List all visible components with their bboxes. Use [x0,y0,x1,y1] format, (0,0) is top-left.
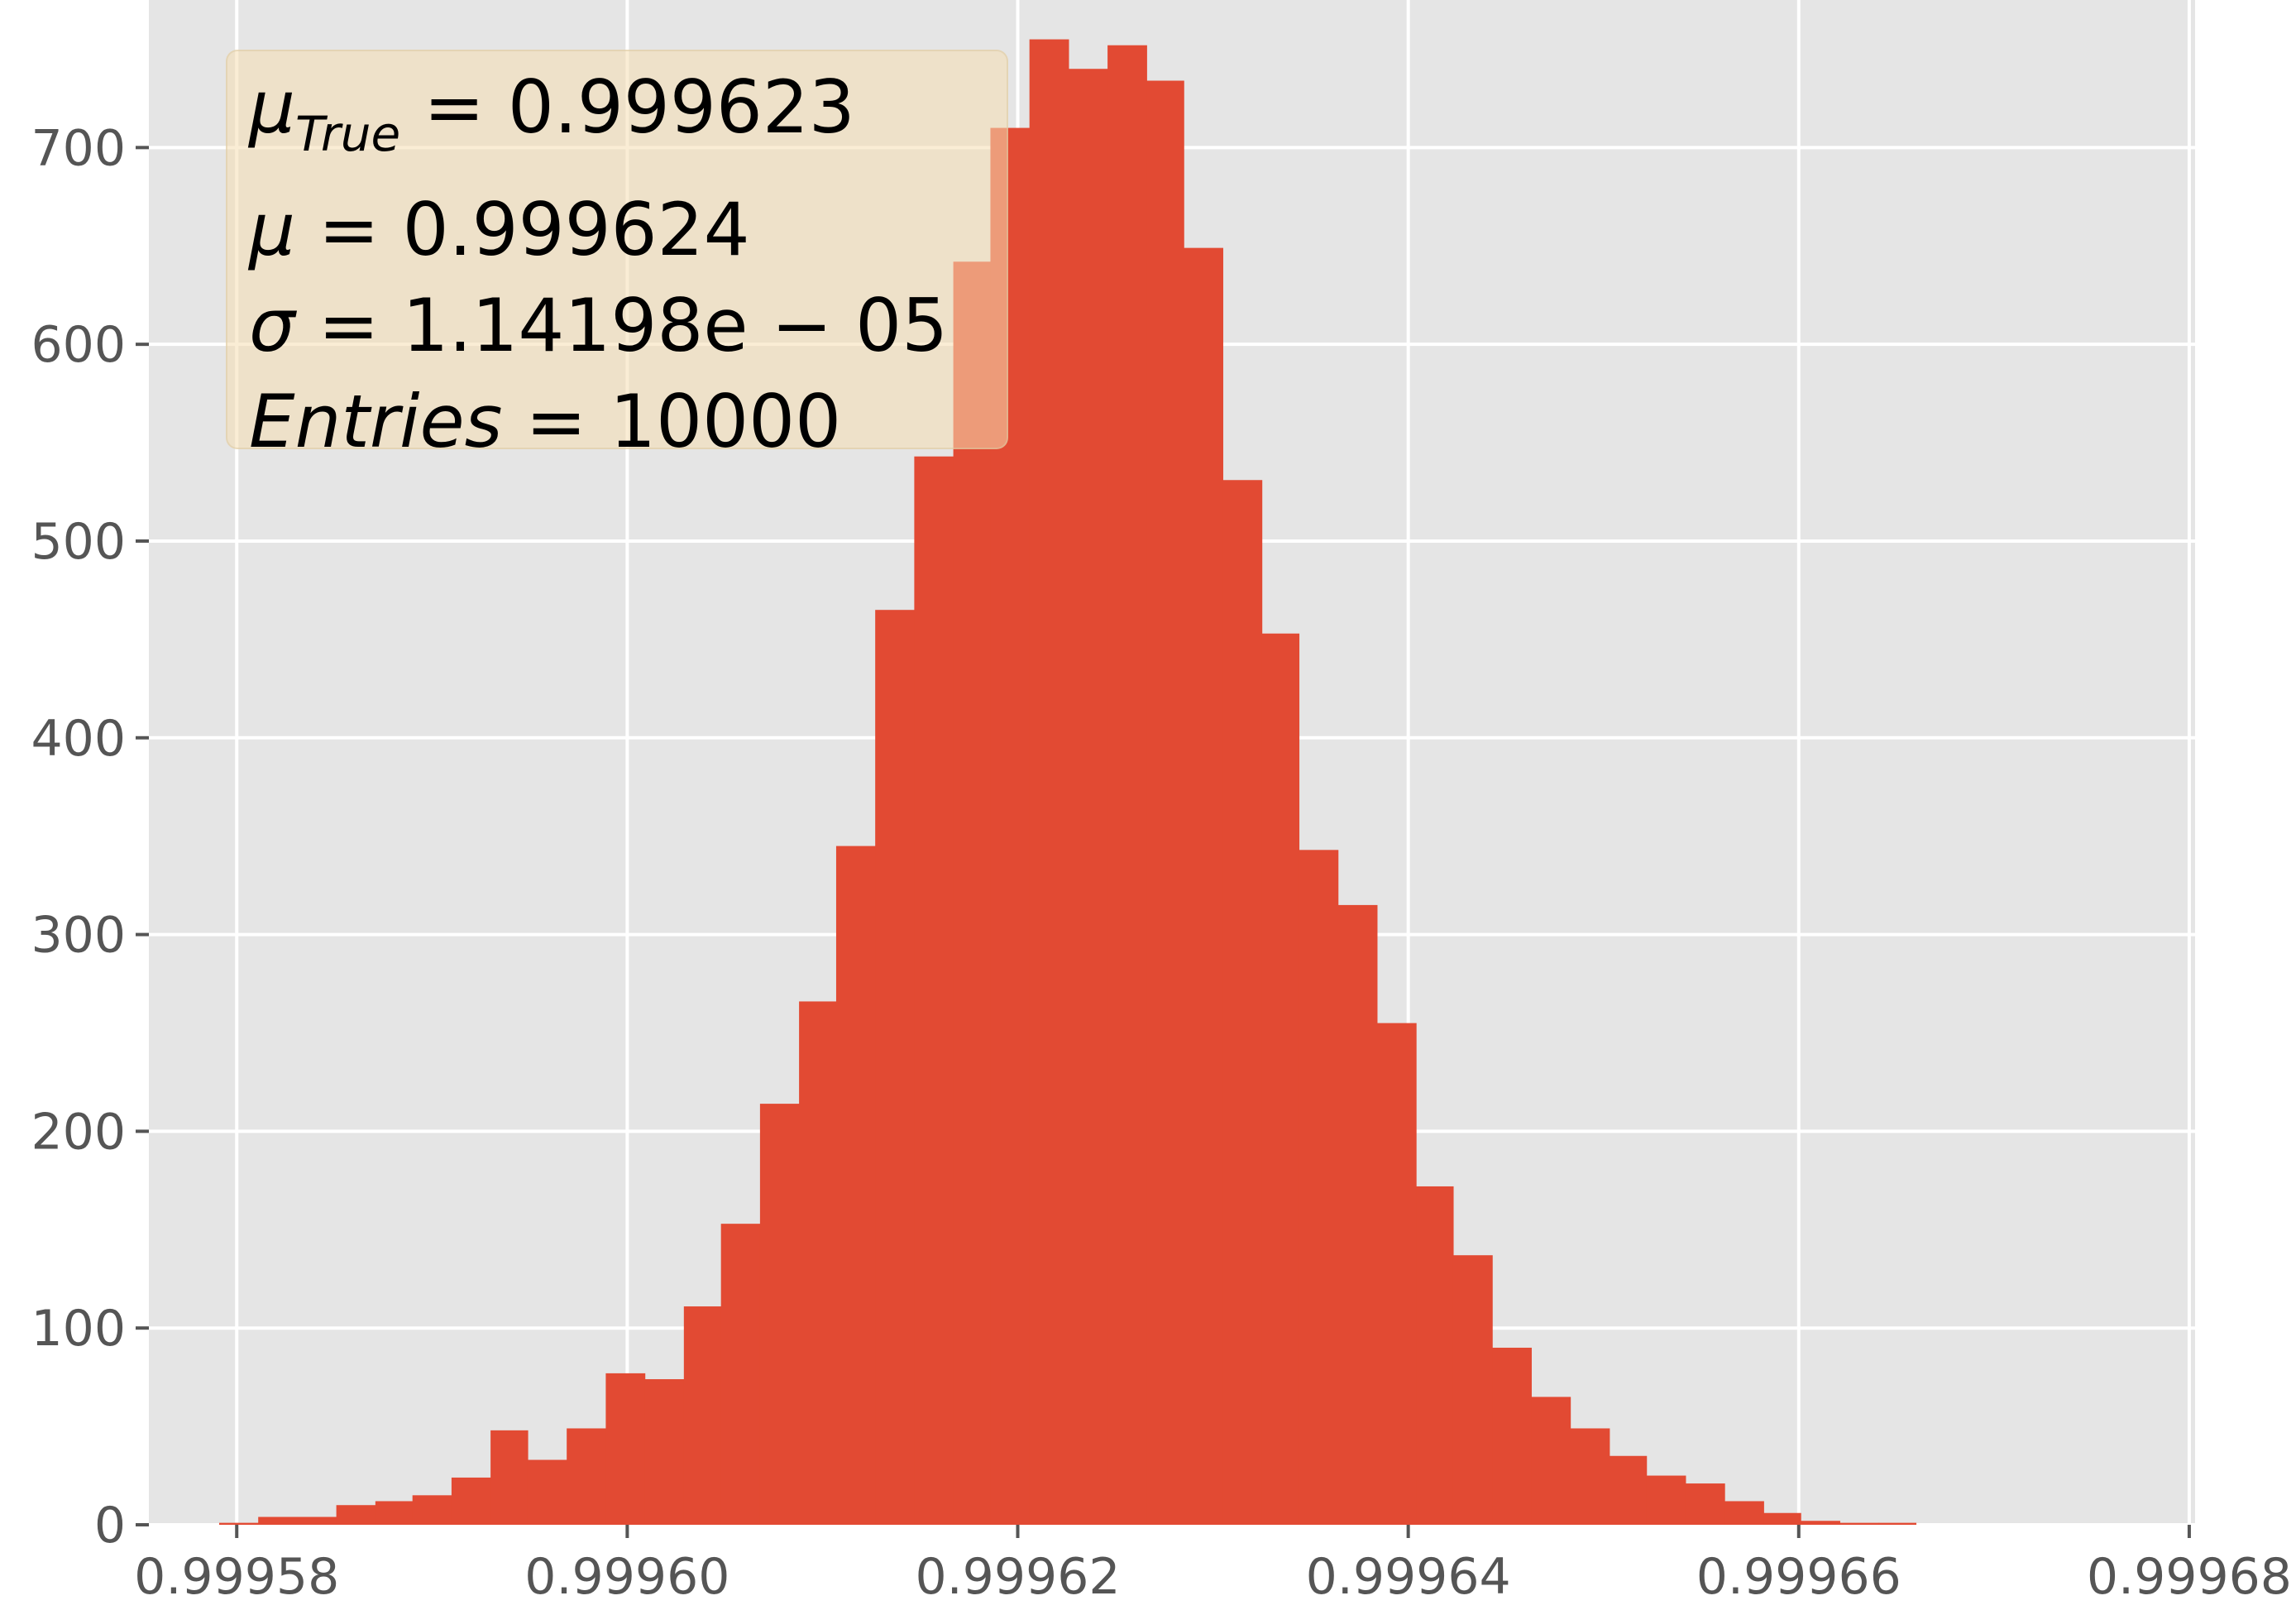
histogram-bar [1376,1023,1417,1525]
histogram-bar [258,1517,299,1525]
y-tick-label: 100 [31,1300,126,1358]
histogram-bar [835,846,876,1525]
histogram-bar [683,1306,722,1525]
histogram-bar [1609,1455,1648,1525]
histogram-bar [527,1459,567,1525]
stats-value: = 0.999624 [295,187,750,272]
stats-subscript: True [295,106,401,162]
stats-symbol: μ [249,65,295,150]
stats-symbol: μ [249,187,295,272]
histogram-bar [336,1505,376,1525]
histogram-bar [1839,1522,1880,1525]
histogram-bar [1570,1428,1610,1525]
stats-value: = 1.14198e − 05 [294,283,949,368]
histogram-bar [644,1379,685,1525]
y-tick-label: 0 [94,1497,126,1555]
stats-value: = 0.999623 [400,65,855,150]
histogram-bar [720,1224,761,1525]
histogram-bar [375,1501,414,1525]
y-tick-label: 300 [31,907,126,965]
x-tick-label: 0.99962 [915,1548,1120,1606]
histogram-bar [1801,1521,1840,1525]
y-tick-label: 200 [31,1103,126,1161]
histogram-bar [953,261,992,1525]
x-tick-label: 0.99960 [524,1548,729,1606]
stats-symbol: σ [249,283,295,368]
histogram-bar [1646,1475,1686,1525]
x-tick-label: 0.99964 [1306,1548,1511,1606]
x-tick-label: 0.99958 [134,1548,339,1606]
histogram-bar [1724,1501,1764,1525]
y-tick-label: 500 [31,513,126,571]
histogram-bar [875,610,915,1526]
y-tick-label: 600 [31,316,126,374]
stats-line-mu: μ = 0.999624 [249,182,1007,278]
x-tick-label: 0.99968 [2087,1548,2292,1606]
y-tick-label: 400 [31,710,126,768]
histogram-bar [1685,1483,1725,1525]
histogram-bar [1184,247,1223,1526]
histogram-bar [914,456,954,1525]
histogram-bar [1337,904,1378,1525]
histogram-bar [1222,480,1263,1525]
histogram-bar [759,1104,800,1525]
histogram-bar [799,1001,837,1525]
histogram-bar [412,1495,452,1525]
histogram-bar [1107,45,1147,1526]
histogram-bar [605,1373,646,1525]
stats-line-mu-true: μTrue = 0.999623 [249,60,1007,182]
histogram-bar [1299,850,1339,1525]
histogram-bar [1261,633,1300,1525]
histogram-bars [218,39,1917,1526]
histogram-bar [490,1430,529,1525]
histogram-bar [297,1517,337,1525]
histogram-bar [218,1522,259,1525]
y-axis: 0 100 200 300 400 500 600 700 [31,119,149,1555]
histogram-bar [1146,80,1184,1526]
y-tick-label: 700 [31,119,126,177]
histogram-bar [451,1477,491,1525]
histogram-bar [1416,1186,1454,1525]
histogram-bar [1492,1347,1532,1525]
histogram-bar [567,1428,607,1525]
histogram-bar [1531,1397,1571,1525]
histogram-bar [1029,39,1069,1526]
histogram-bar [1068,69,1108,1525]
stats-value: = 10000 [502,379,842,464]
x-tick-label: 0.99966 [1696,1548,1901,1606]
histogram-bar [1452,1255,1493,1525]
x-axis: 0.99958 0.99960 0.99962 0.99964 0.99966 0.999… [134,1525,2292,1606]
stats-box: μTrue = 0.999623 μ = 0.999624 σ = 1.1419… [226,50,1008,464]
stats-symbol: Entries [249,379,503,464]
stats-line-sigma: σ = 1.14198e − 05 [249,278,1007,374]
histogram-bar [1878,1522,1917,1525]
stats-line-entries: Entries = 10000 [249,374,1007,470]
histogram-bar [1763,1512,1801,1525]
